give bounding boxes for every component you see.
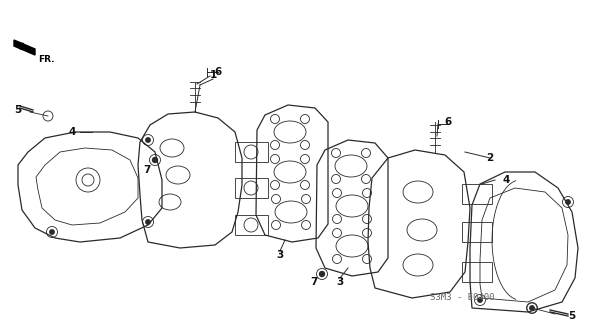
Text: 6: 6	[214, 67, 221, 77]
Text: 3: 3	[336, 277, 344, 287]
Polygon shape	[14, 40, 35, 55]
Circle shape	[146, 138, 150, 142]
Circle shape	[50, 230, 54, 234]
Text: 4: 4	[502, 175, 510, 185]
Text: 7: 7	[311, 277, 318, 287]
Text: 4: 4	[68, 127, 76, 137]
Circle shape	[320, 271, 324, 276]
Text: 7: 7	[143, 165, 151, 175]
Text: S3M3 - E0400: S3M3 - E0400	[430, 293, 494, 302]
Text: FR.: FR.	[38, 55, 55, 64]
Circle shape	[146, 220, 150, 224]
Text: 3: 3	[276, 250, 284, 260]
Circle shape	[530, 306, 534, 310]
Text: 6: 6	[444, 117, 452, 127]
Circle shape	[152, 157, 158, 163]
Text: 2: 2	[486, 153, 494, 163]
Text: 5: 5	[568, 311, 575, 320]
Text: 5: 5	[14, 105, 21, 115]
Circle shape	[566, 200, 570, 204]
Circle shape	[478, 298, 482, 302]
Text: 1: 1	[209, 70, 217, 80]
